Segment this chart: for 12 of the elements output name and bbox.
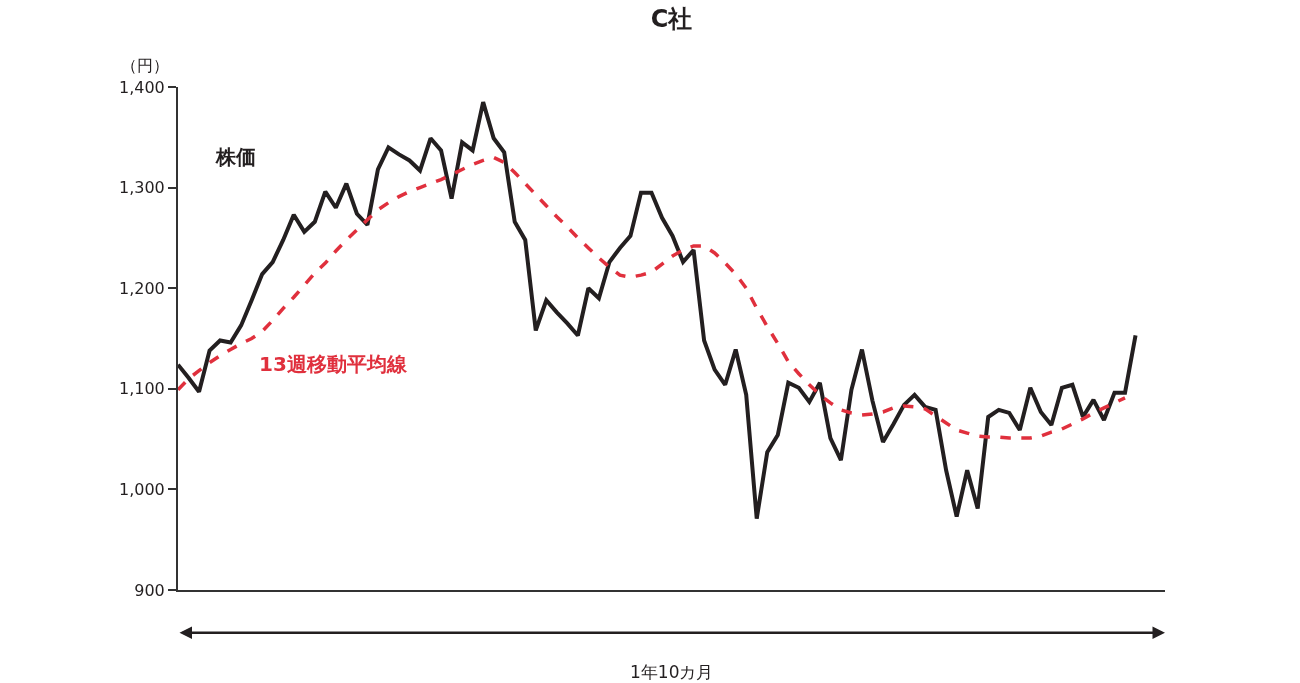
- line-series: [178, 100, 1138, 521]
- series-label: 13週移動平均線: [259, 352, 408, 376]
- y-tick-label: 1,300: [118, 178, 165, 198]
- y-tick-label: 900: [134, 580, 165, 600]
- y-tick-label: 1,400: [118, 77, 165, 97]
- y-tick-label: 1,100: [118, 379, 165, 399]
- y-axis-title: （円）: [121, 56, 169, 75]
- text: 株価: [215, 145, 256, 169]
- chart-title: C社: [650, 5, 693, 34]
- y-tick-label: 1,000: [118, 480, 165, 499]
- y-tick-label: 1,200: [118, 278, 165, 298]
- x-axis-title: 1年10カ月: [630, 662, 714, 682]
